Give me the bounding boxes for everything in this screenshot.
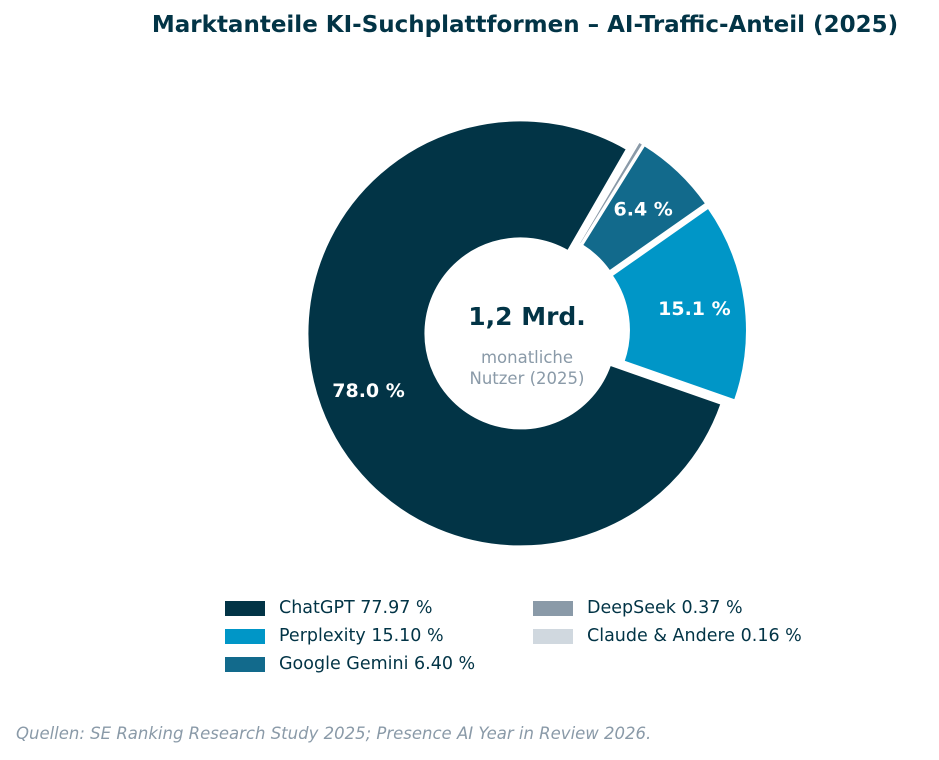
slice-perplexity — [610, 206, 748, 402]
legend: ChatGPT 77.97 % DeepSeek 0.37 % Perplexi… — [225, 598, 833, 674]
center-value: 1,2 Mrd. — [468, 302, 586, 331]
legend-swatch — [533, 600, 573, 616]
legend-label: Claude & Andere 0.16 % — [587, 626, 802, 646]
legend-swatch — [225, 600, 265, 616]
center-label-line2: Nutzer (2025) — [470, 369, 585, 388]
slice-claude-andere — [576, 139, 641, 245]
slice-google-gemini — [580, 143, 708, 273]
center-label-line1: monatliche — [481, 348, 573, 367]
legend-label: ChatGPT 77.97 % — [279, 598, 433, 618]
legend-item-claude: Claude & Andere 0.16 % — [533, 626, 833, 646]
legend-label: Perplexity 15.10 % — [279, 626, 444, 646]
legend-swatch — [225, 628, 265, 644]
legend-swatch — [225, 656, 265, 672]
slice-label: 6.4 % — [614, 198, 673, 220]
slice-label: 15.1 % — [658, 298, 731, 320]
slice-label: 78.0 % — [332, 380, 405, 402]
legend-item-gemini: Google Gemini 6.40 % — [225, 654, 533, 674]
legend-label: Google Gemini 6.40 % — [279, 654, 476, 674]
legend-item-perplexity: Perplexity 15.10 % — [225, 626, 533, 646]
chart-title: Marktanteile KI-Suchplattformen – AI-Tra… — [151, 12, 899, 38]
legend-item-deepseek: DeepSeek 0.37 % — [533, 598, 833, 618]
slice-chatgpt — [306, 119, 723, 548]
source-note: Quellen: SE Ranking Research Study 2025;… — [16, 724, 652, 743]
legend-swatch — [533, 628, 573, 644]
legend-label: DeepSeek 0.37 % — [587, 598, 743, 618]
legend-item-chatgpt: ChatGPT 77.97 % — [225, 598, 533, 618]
